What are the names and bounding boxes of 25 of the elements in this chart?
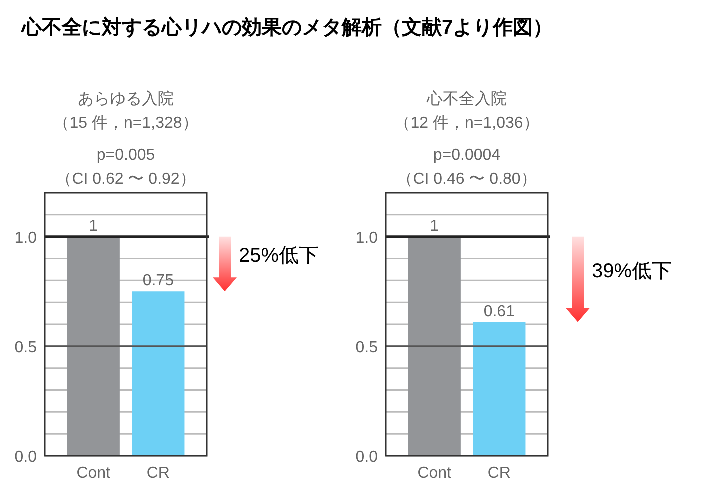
y-tick-label: 1.0 <box>14 230 38 247</box>
text: （CI 0.46 〜 0.80） <box>397 171 537 188</box>
x-tick-label: CR <box>488 465 511 482</box>
chart-subtitle: （12 件，n=1,036） <box>394 115 540 132</box>
chart-title: 心不全入院 <box>426 90 507 108</box>
x-tick-label: CR <box>146 465 170 482</box>
y-tick-label: 0.0 <box>14 449 38 466</box>
y-tick-label: 0.5 <box>14 339 38 356</box>
x-tick-label: Cont <box>418 465 452 482</box>
data-label: 0.75 <box>142 272 174 290</box>
text: 25%低下 <box>239 245 320 268</box>
data-label: 0.61 <box>484 303 516 320</box>
y-tick-label: 1.0 <box>356 230 378 247</box>
text: p=0.005 <box>96 147 156 164</box>
data-label: 1 <box>430 218 440 235</box>
y-tick-label: 0.5 <box>356 339 378 356</box>
text: 心不全に対する心リハの効果のメタ解析（文献7より作図） <box>21 16 554 39</box>
chart-title: あらゆる入院 <box>78 90 174 108</box>
text: p=0.0004 <box>433 147 501 164</box>
y-tick-label: 0.0 <box>356 449 378 466</box>
chart-subtitle: （15 件，n=1,328） <box>54 115 198 132</box>
text: 39%低下 <box>592 260 672 283</box>
data-label: 1 <box>89 218 98 235</box>
text: （CI 0.62 〜 0.92） <box>56 171 196 188</box>
x-tick-label: Cont <box>76 465 112 482</box>
